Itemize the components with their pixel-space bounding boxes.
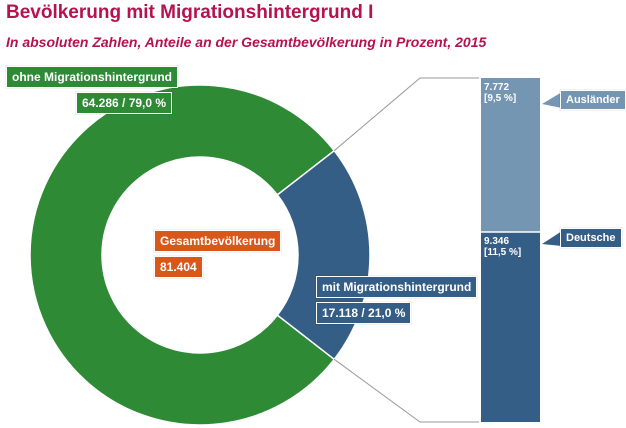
legend-deutsche: Deutsche — [560, 228, 622, 248]
chart-subtitle: In absoluten Zahlen, Anteile an der Gesa… — [6, 34, 487, 50]
bar-segment-auslaender — [481, 78, 540, 232]
connector-top — [333, 77, 479, 152]
legend-pointer-deutsche — [542, 231, 562, 246]
bar-value-auslaender: 7.772 [9,5 %] — [484, 82, 517, 104]
bar-value-deutsche: 9.346 [11,5 %] — [484, 236, 522, 258]
legend-pointer-auslaender — [542, 92, 562, 108]
slice-label-ohne: ohne Migrationshintergrund — [6, 66, 178, 88]
center-value: 81.404 — [154, 256, 203, 278]
slice-value-ohne: 64.286 / 79,0 % — [76, 92, 173, 114]
slice-value-mit: 17.118 / 21,0 % — [316, 302, 412, 324]
chart-title: Bevölkerung mit Migrationshintergrund I — [6, 2, 374, 23]
donut-slice-ohne — [29, 84, 336, 426]
center-label: Gesamtbevölkerung — [154, 230, 282, 252]
bar-segment-deutsche — [481, 232, 540, 422]
legend-auslaender: Ausländer — [560, 90, 626, 110]
slice-label-mit: mit Migrationshintergrund — [316, 276, 478, 298]
connector-bottom — [333, 358, 479, 423]
